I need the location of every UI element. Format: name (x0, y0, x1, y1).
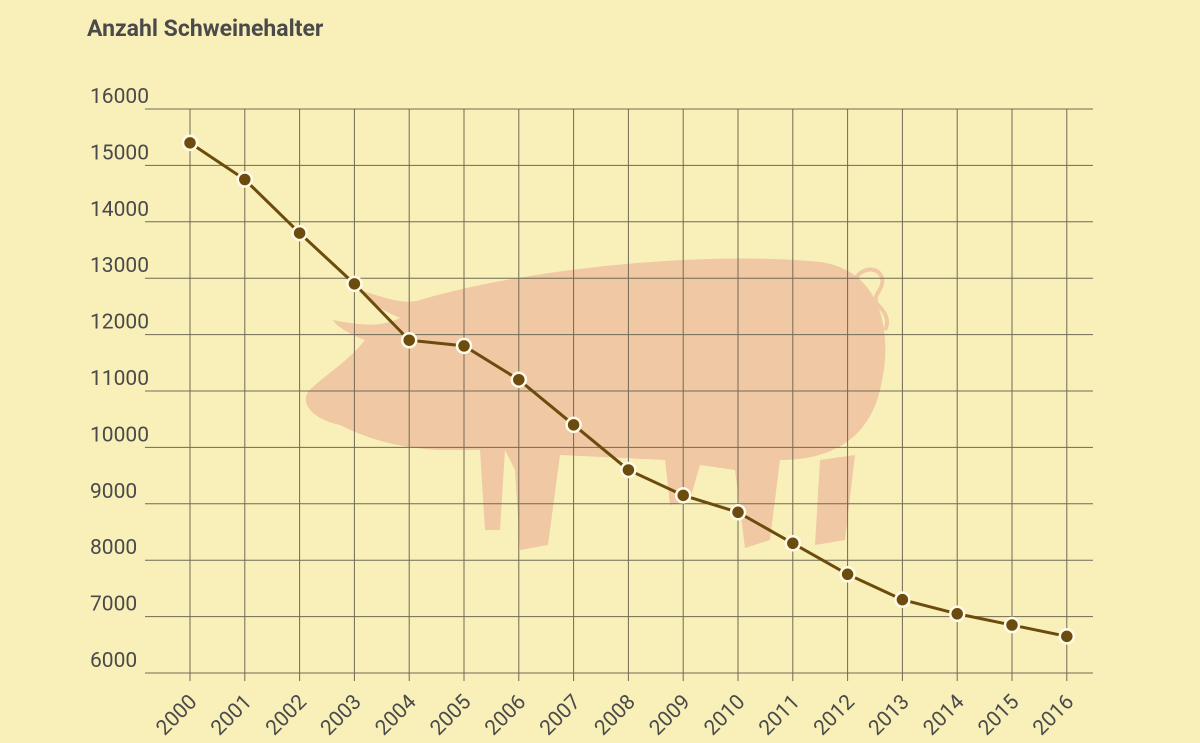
y-tick-label: 8000 (90, 536, 137, 560)
data-point (1058, 628, 1076, 645)
pig-illustration (305, 258, 889, 550)
y-tick-label: 12000 (90, 311, 149, 335)
y-tick-label: 7000 (90, 593, 137, 617)
chart-title: Anzahl Schweinehalter (87, 15, 324, 42)
y-tick-label: 16000 (90, 85, 149, 109)
data-point (455, 337, 473, 355)
data-point (948, 605, 966, 623)
y-tick-label: 13000 (90, 254, 149, 278)
data-point (236, 171, 254, 188)
data-point (565, 416, 582, 434)
y-tick-label: 9000 (90, 480, 137, 504)
y-tick-label: 15000 (90, 141, 149, 165)
data-point (729, 504, 747, 521)
pig-leg (815, 455, 855, 545)
pig-tail (853, 267, 889, 331)
data-point (510, 371, 528, 388)
data-point (291, 224, 308, 242)
y-tick-label: 6000 (90, 649, 137, 673)
data-point (346, 275, 363, 293)
data-point (784, 535, 802, 552)
data-point (620, 461, 637, 479)
data-point (400, 331, 418, 349)
data-point (894, 591, 911, 608)
data-point (839, 566, 856, 583)
y-tick-label: 14000 (90, 198, 149, 222)
data-point (181, 134, 199, 152)
y-tick-label: 11000 (90, 367, 149, 391)
y-tick-label: 10000 (90, 423, 149, 447)
data-point (1003, 616, 1021, 634)
pig-body (305, 258, 886, 550)
data-point (674, 487, 692, 504)
